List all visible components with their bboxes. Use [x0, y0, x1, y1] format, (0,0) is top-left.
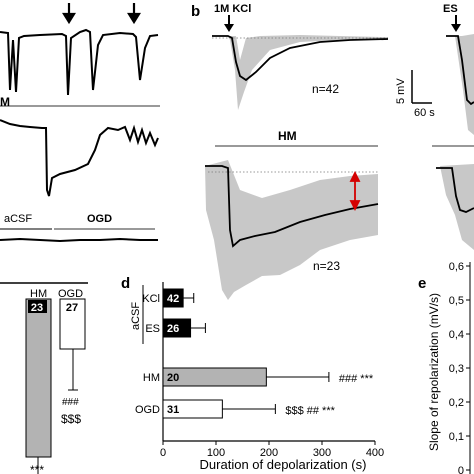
n-top: n=42	[312, 82, 339, 96]
e-ytick-label: 0	[458, 465, 464, 474]
e-ytick-label: 0,3	[449, 363, 464, 375]
d-n-box	[165, 370, 181, 384]
mean-trace-kcl	[212, 35, 389, 82]
c-n-hm: 23	[31, 302, 43, 314]
e-ylabel: Slope of repolarization (mV/s)	[427, 293, 441, 451]
mean-trace-hm	[205, 165, 379, 248]
scale-bar	[411, 70, 432, 104]
es-arrow	[451, 15, 461, 32]
hm-title: HM	[278, 129, 297, 143]
d-category-label: ES	[145, 323, 160, 335]
n-bottom: n=23	[313, 259, 340, 273]
d-category-label: OGD	[135, 404, 160, 416]
stim-arrows	[62, 3, 141, 25]
d-xtick-label: 0	[160, 447, 166, 459]
d-significance: $$$ ## ***	[285, 405, 335, 417]
d-category-label: HM	[143, 372, 160, 384]
d-n-label: 42	[167, 293, 179, 305]
kcl-arrow	[224, 15, 234, 32]
d-xlabel: Duration of depolarization (s)	[200, 457, 367, 472]
c-label-hm: HM	[30, 288, 47, 300]
sd-band-es-hm	[440, 164, 474, 250]
panel-letter-e: e	[418, 275, 426, 292]
d-xtick-label: 300	[313, 447, 331, 459]
d-group-label: aCSF	[130, 302, 142, 330]
panel-es-partial: ES	[432, 3, 474, 250]
d-category-label: KCl	[142, 293, 160, 305]
d-n-label: 31	[167, 404, 179, 416]
d-n-label: 20	[167, 372, 179, 384]
panel-letter-b: b	[191, 3, 200, 20]
panel-b: b 1M KCl n=42 5 mV 60 s HM n=23	[191, 3, 435, 300]
kcl-label: 1M KCl	[214, 3, 251, 15]
d-xtick-label: 400	[366, 447, 384, 459]
hm-label: M	[0, 95, 10, 109]
panel-a: M aCSF OGD	[0, 3, 160, 243]
sd-band-hm	[205, 160, 378, 300]
c-label-ogd: OGD	[58, 288, 83, 300]
mean-trace-es-hm	[436, 167, 474, 213]
d-significance: ### ***	[339, 373, 374, 385]
panel-d: d aCSF 0 100 200 300 400 KCl 42 ES 26 HM 20 ### ***…	[121, 275, 384, 472]
d-xtick-label: 200	[260, 447, 278, 459]
d-plot: 0 100 200 300 400 KCl 42 ES 26 HM 20 ### *** OGD 31 $$…	[135, 282, 384, 459]
acsf-label: aCSF	[4, 213, 32, 225]
scalebar-voltage: 5 mV	[395, 78, 407, 104]
red-arrow	[349, 170, 361, 212]
c-bar-hm	[25, 298, 52, 458]
c-annot-hm: ***	[30, 463, 44, 474]
scalebar-time: 60 s	[414, 107, 435, 119]
trace-repetitive-sd	[0, 28, 159, 96]
c-n-ogd: 27	[66, 302, 78, 314]
d-n-box	[165, 402, 181, 416]
e-ytick-label: 0,4	[449, 329, 464, 341]
c-annot-ogd-1: ###	[62, 397, 79, 408]
trace-flat	[0, 237, 158, 243]
trace-single-sd	[0, 119, 159, 197]
d-n-label: 26	[167, 323, 179, 335]
e-ytick-label: 0,5	[449, 295, 464, 307]
c-annot-ogd-2: $$$	[61, 412, 81, 426]
mean-trace-es	[446, 35, 474, 106]
e-ytick-label: 0,1	[449, 431, 464, 443]
e-yticks: 0 0,1 0,2 0,3 0,4 0,5 0,6	[449, 261, 470, 474]
ogd-label: OGD	[87, 213, 112, 225]
es-label: ES	[443, 3, 458, 15]
d-xtick-label: 100	[207, 447, 225, 459]
c-n-box-hm	[28, 300, 47, 313]
e-ytick-label: 0,2	[449, 397, 464, 409]
c-bar-ogd	[59, 298, 86, 350]
panel-c: HM OGD 23 27 ### $$$ ***	[0, 282, 88, 474]
e-ytick-label: 0,6	[449, 261, 464, 273]
c-errorbars	[37, 349, 78, 474]
panel-e: e Slope of repolarization (mV/s) 0 0,1 0,2…	[418, 261, 471, 474]
panel-letter-d: d	[121, 275, 130, 292]
sd-band-kcl	[228, 35, 388, 110]
